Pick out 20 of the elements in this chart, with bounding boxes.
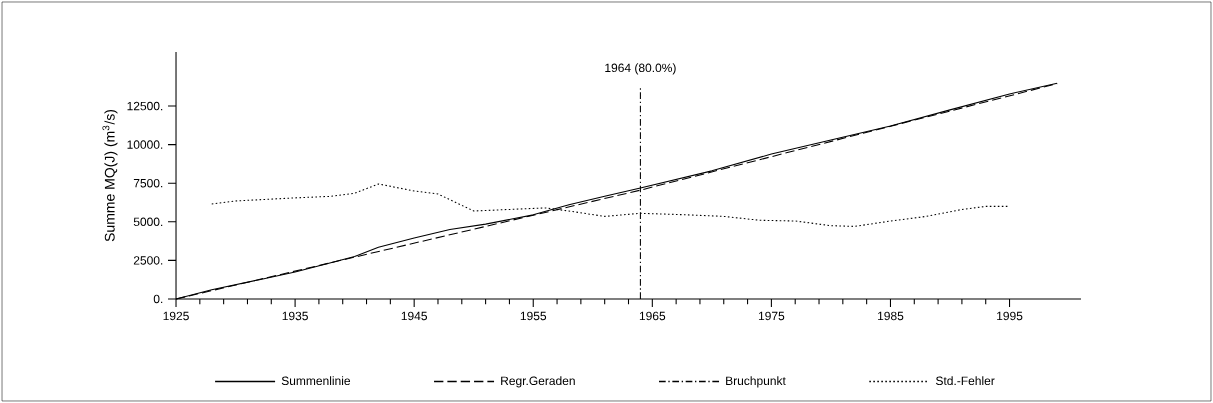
x-tick-label: 1955 (520, 311, 547, 321)
ref-line-label: 1964 (80.0%) (605, 63, 676, 75)
y-tick-label: 7500. (133, 178, 163, 188)
y-tick-label: 5000. (133, 217, 163, 227)
y-tick-label: 2500. (133, 256, 163, 265)
x-tick-label: 1945 (401, 311, 427, 321)
legend-label: Summenlinie (281, 376, 351, 386)
y-tick-label: 0. (153, 294, 163, 304)
x-tick-label: 1975 (758, 311, 785, 321)
x-tick-label: 1985 (878, 311, 904, 321)
x-tick-label: 1995 (997, 311, 1023, 321)
legend-label: Regr.Geraden (501, 376, 575, 388)
x-tick-label: 1935 (282, 311, 308, 321)
y-tick-label: 12500. (127, 101, 163, 111)
legend-label: Std.-Fehler (935, 376, 995, 386)
x-tick-label: 1925 (163, 311, 189, 321)
text: Bruchpunkt (726, 376, 786, 388)
y-axis-title: Summe MQ(J) (m$^{3}$/s) (102, 109, 118, 242)
x-tick-label: 1965 (639, 311, 666, 321)
y-tick-label: 10000. (127, 140, 163, 149)
